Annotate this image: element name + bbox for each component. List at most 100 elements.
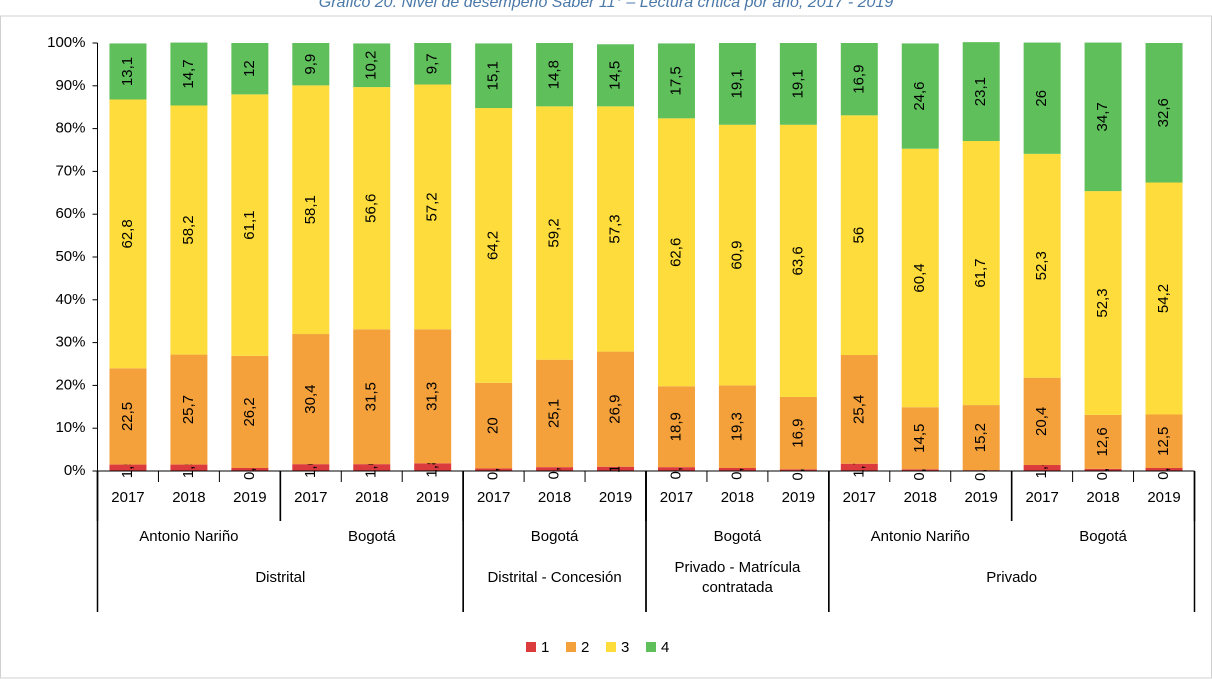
x-tick-label: 2019	[1147, 489, 1180, 506]
bar-segment	[1023, 153, 1061, 378]
data-label: 19,1	[789, 69, 806, 98]
bar-segment	[475, 108, 513, 383]
data-label: 25,1	[546, 399, 563, 428]
bar-segment	[779, 396, 817, 470]
data-label: 56	[850, 227, 867, 244]
y-tick-label: 100%	[47, 34, 85, 51]
data-label: 16,9	[850, 65, 867, 94]
group-label: Bogotá	[714, 528, 762, 545]
data-label: 25,4	[850, 395, 867, 424]
bar-segment	[231, 355, 269, 469]
bar-segment	[292, 464, 330, 471]
x-tick-label: 2019	[233, 489, 266, 506]
bar-segment	[1023, 465, 1061, 471]
bar-segment	[353, 87, 391, 330]
y-tick-label: 40%	[55, 291, 85, 308]
bar-segment	[292, 43, 330, 86]
data-label: 58,2	[180, 215, 197, 244]
data-label: 60,4	[911, 263, 928, 292]
bar-segment	[840, 463, 878, 471]
x-tick-label: 2017	[660, 489, 693, 506]
bar-segment	[1145, 414, 1183, 469]
data-label: 14,5	[911, 424, 928, 453]
data-label: 12	[241, 60, 258, 77]
x-tick-label: 2019	[599, 489, 632, 506]
bar-segment	[109, 368, 147, 465]
data-label: 32,6	[1155, 98, 1172, 127]
data-label: 19,3	[728, 412, 745, 441]
bar-segment	[840, 43, 878, 116]
chart-title: Gráfico 20. Nivel de desempeño Saber 11°…	[319, 0, 894, 11]
data-label: 26,2	[241, 397, 258, 426]
bar-segment	[1084, 42, 1122, 192]
legend-swatch	[646, 642, 656, 652]
bar-segment	[1084, 468, 1122, 471]
bar-segment	[597, 351, 635, 467]
data-label: 9,7	[424, 53, 441, 74]
y-tick-label: 10%	[55, 419, 85, 436]
bar-segment	[779, 43, 817, 125]
supergroup-label: Privado - Matrícula contratada	[674, 559, 801, 596]
data-label: 13,1	[119, 57, 136, 86]
data-label: 18,9	[667, 412, 684, 441]
x-tick-label: 2018	[904, 489, 937, 506]
legend-swatch	[526, 642, 536, 652]
bar-segment	[353, 464, 391, 471]
bar-segment	[170, 354, 208, 465]
y-tick-label: 90%	[55, 77, 85, 94]
bar-segment	[1023, 377, 1061, 466]
bar-segment	[718, 385, 756, 469]
bar-segment	[962, 42, 1000, 142]
data-label: 34,7	[1094, 102, 1111, 131]
group-label: Antonio Nariño	[139, 528, 238, 545]
bar-segment	[718, 124, 756, 386]
bar-segment	[1084, 191, 1122, 415]
group-label: Bogotá	[1079, 528, 1127, 545]
legend-swatch	[606, 642, 616, 652]
data-label: 52,3	[1094, 288, 1111, 317]
group-label: Bogotá	[348, 528, 396, 545]
bar-segment	[901, 407, 939, 470]
bar-segment	[901, 43, 939, 149]
x-tick-label: 2019	[965, 489, 998, 506]
legend-label: 2	[581, 639, 589, 656]
bar-segment	[292, 334, 330, 465]
data-label: 15,1	[485, 61, 502, 90]
bar-segment	[597, 44, 635, 107]
bar-segment	[657, 118, 695, 387]
data-label: 61,1	[241, 211, 258, 240]
group-label: Bogotá	[531, 528, 579, 545]
x-tick-label: 2018	[1086, 489, 1119, 506]
bar-segment	[718, 468, 756, 471]
x-tick-label: 2017	[843, 489, 876, 506]
data-label: 60,9	[728, 240, 745, 269]
bar-segment	[597, 466, 635, 471]
data-label: 9,9	[302, 54, 319, 75]
bar-segment	[170, 105, 208, 355]
bar-segment	[414, 43, 452, 85]
y-tick-label: 0%	[64, 462, 86, 479]
bar-segment	[353, 329, 391, 465]
y-tick-label: 60%	[55, 205, 85, 222]
data-label: 20	[485, 417, 502, 434]
bar-segment	[1145, 468, 1183, 471]
supergroup-label: Distrital	[255, 569, 305, 586]
data-label: 12,5	[1155, 427, 1172, 456]
data-label: 14,8	[546, 60, 563, 89]
data-label: 54,2	[1155, 284, 1172, 313]
x-tick-label: 2018	[355, 489, 388, 506]
bar-segment	[414, 463, 452, 471]
x-tick-label: 2019	[416, 489, 449, 506]
data-label: 30,4	[302, 384, 319, 413]
data-label: 52,3	[1033, 251, 1050, 280]
data-label: 14,5	[606, 61, 623, 90]
bar-segment	[231, 468, 269, 471]
y-tick-label: 20%	[55, 376, 85, 393]
x-tick-label: 2017	[477, 489, 510, 506]
bar-segment	[170, 42, 208, 106]
bar-segment	[657, 43, 695, 119]
data-label: 24,6	[911, 81, 928, 110]
legend-swatch	[566, 642, 576, 652]
data-label: 19,1	[728, 69, 745, 98]
